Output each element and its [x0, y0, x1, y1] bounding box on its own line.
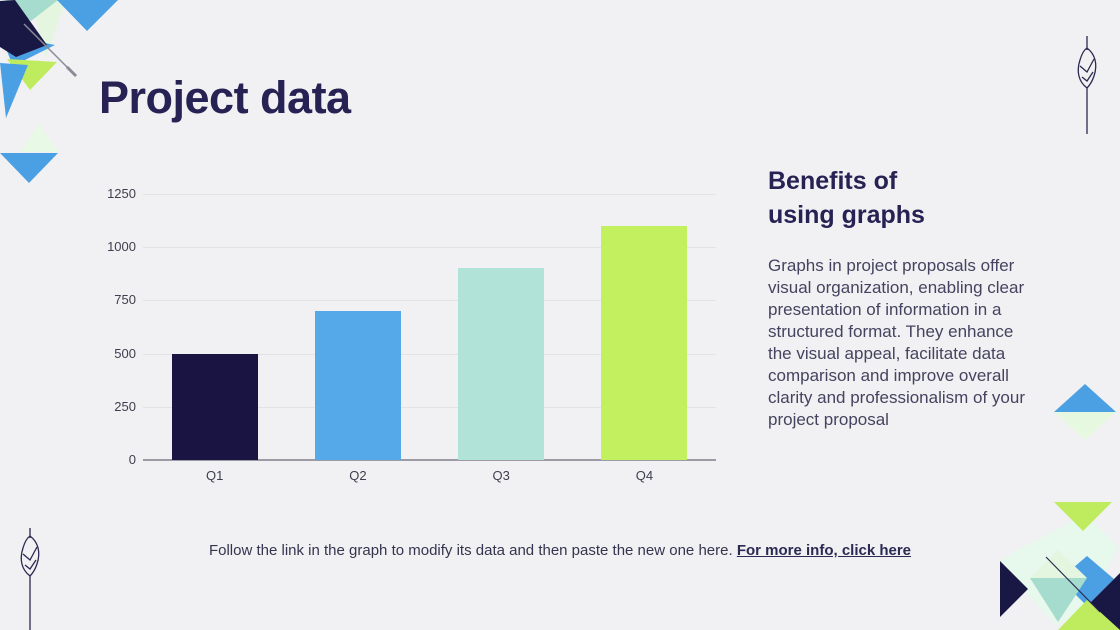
- benefits-heading: Benefits of using graphs: [768, 164, 1028, 232]
- benefits-heading-line1: Benefits of: [768, 167, 898, 195]
- x-axis-tick-label: Q4: [635, 468, 654, 483]
- more-info-link[interactable]: For more info, click here: [736, 542, 912, 559]
- gridline: [143, 247, 716, 249]
- x-axis-line: [143, 459, 716, 461]
- gridline: [143, 300, 716, 302]
- chart-bar-q1: [171, 353, 258, 460]
- leaf-icon-top-right: [1077, 36, 1097, 134]
- x-axis-tick-label: Q3: [492, 468, 510, 483]
- y-axis-tick-label: 1000: [107, 239, 136, 255]
- y-axis-tick-label: 250: [114, 398, 136, 414]
- gridline: [143, 194, 716, 195]
- x-axis-tick-label: Q1: [205, 468, 224, 483]
- benefits-heading-line2: using graphs: [768, 201, 925, 229]
- y-axis-tick-label: 500: [114, 345, 136, 361]
- y-axis-tick-label: 1250: [107, 186, 136, 201]
- y-axis-tick-label: 750: [114, 292, 136, 308]
- gridline: [143, 406, 716, 408]
- footer-note: Follow the link in the graph to modify i…: [0, 542, 1120, 559]
- benefits-paragraph: Graphs in project proposals offer visual…: [768, 256, 1026, 429]
- footer-note-text: Follow the link in the graph to modify i…: [208, 542, 733, 559]
- x-axis-tick-label: Q2: [349, 468, 367, 483]
- chart-bar-q2: [314, 311, 401, 460]
- gridline: [143, 353, 716, 355]
- chart-bar-q3: [458, 268, 545, 460]
- y-axis-tick-label: 0: [128, 452, 136, 467]
- leaf-icon-bottom-left: [20, 528, 40, 630]
- diamond-decoration-right: [1054, 384, 1116, 440]
- bar-chart: 0 250 500 750 1000 1250 Q1 Q2 Q3 Q4: [100, 160, 720, 490]
- chart-bar-q4: [601, 225, 688, 460]
- triangle-decoration-top-left: [0, 0, 118, 183]
- page-title: Project data: [99, 72, 351, 123]
- triangle-decoration-bottom-right: [1000, 502, 1120, 630]
